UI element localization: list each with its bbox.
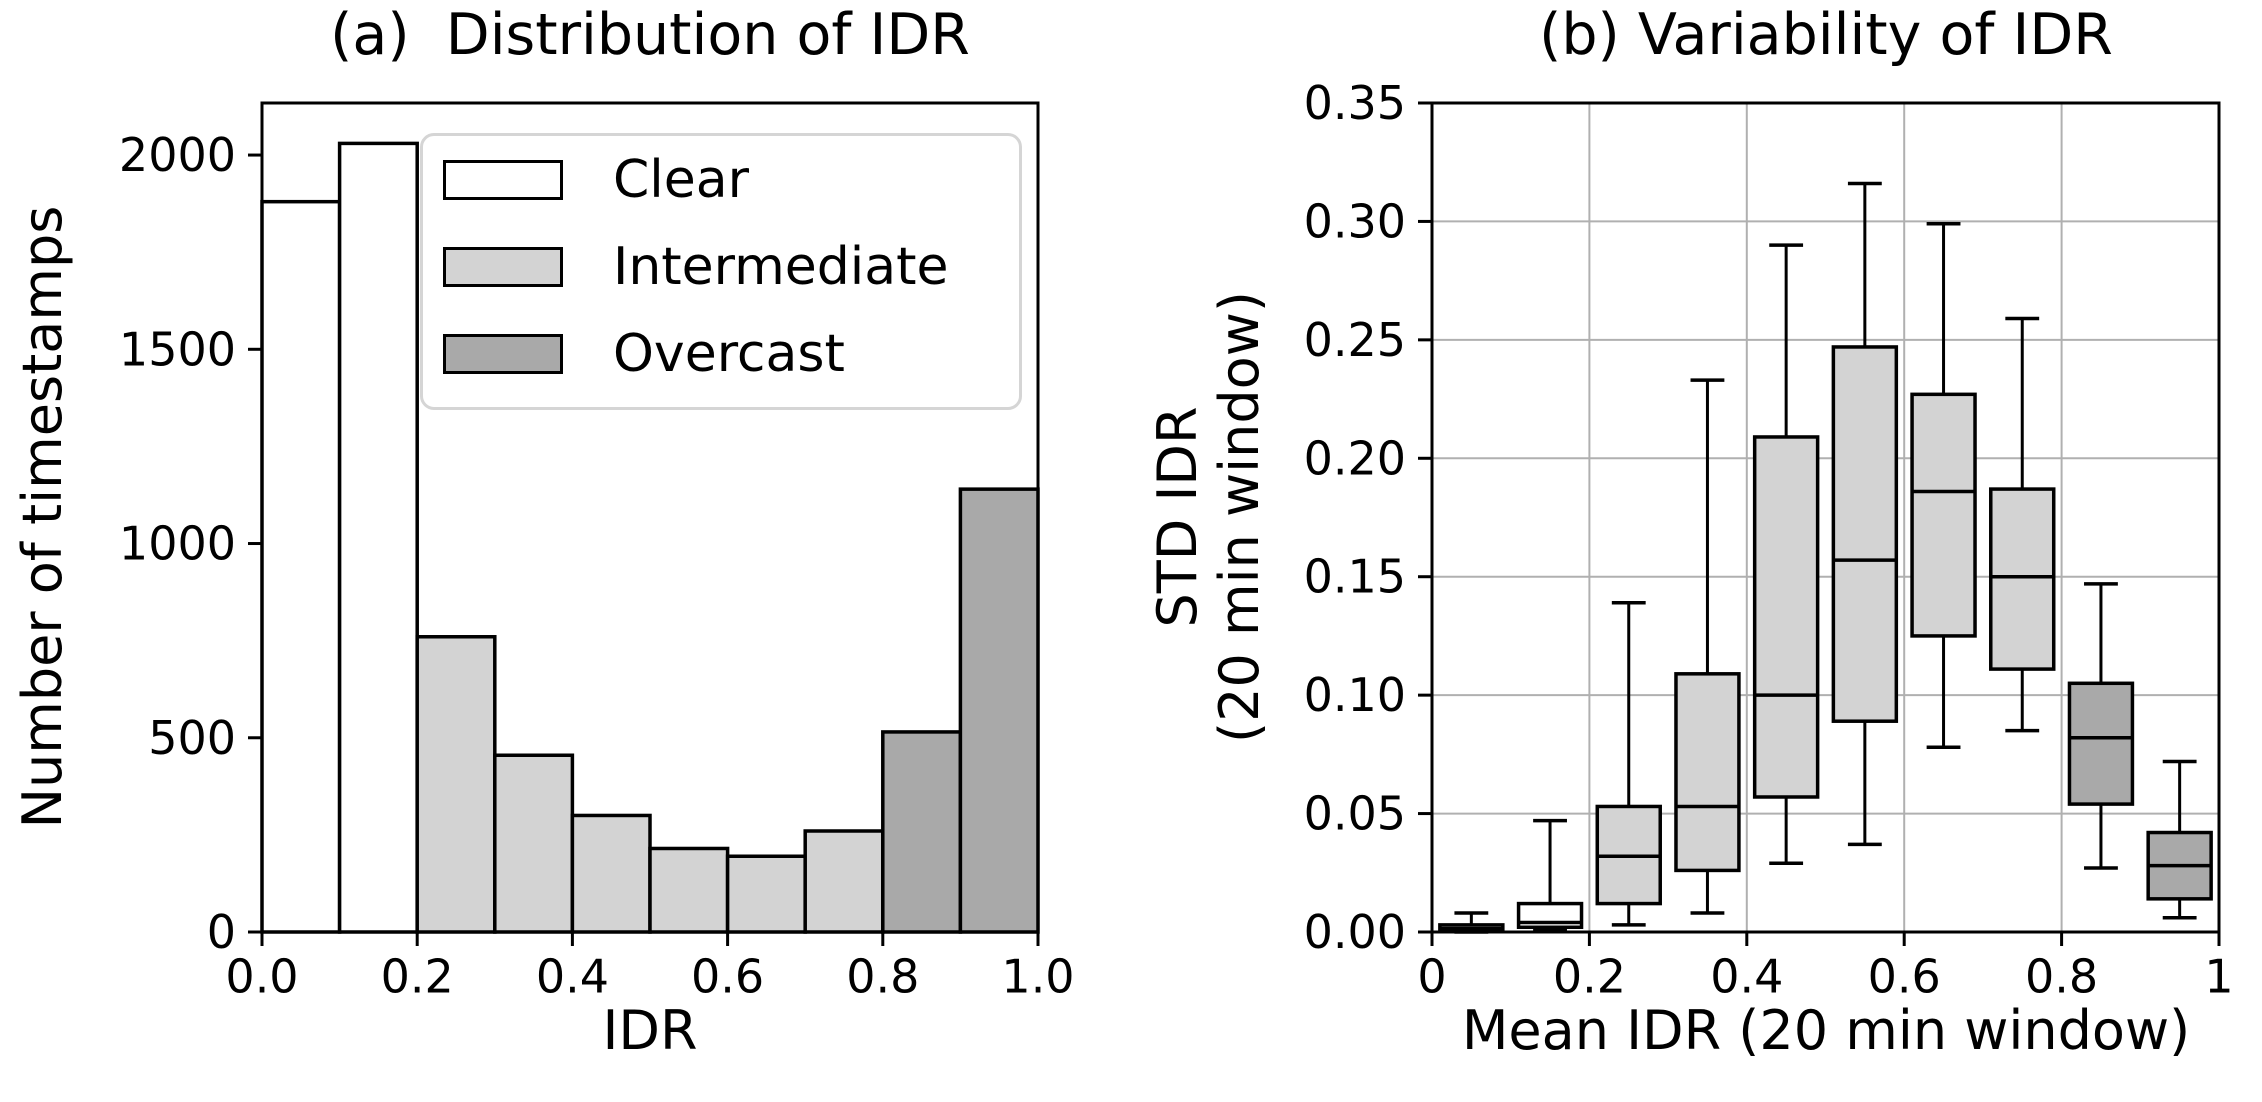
hist-bar: [958, 487, 1040, 934]
hist-bar: [803, 829, 885, 934]
box: [1989, 487, 2056, 671]
hist-bar: [337, 141, 419, 934]
axes-frame: [1430, 101, 2221, 934]
box: [1752, 435, 1820, 799]
box: [1910, 392, 1977, 638]
hist-bar: [570, 813, 652, 934]
legend-swatch-overcast: [443, 334, 563, 374]
panel-b-xlabel: Mean IDR (20 min window): [1461, 999, 2191, 1062]
panel-a-title: (a) Distribution of IDR: [330, 2, 970, 68]
hist-bar: [881, 730, 963, 934]
x-tick-label: 0.0: [225, 949, 298, 1003]
y-tick-label: 2000: [119, 128, 236, 182]
legend-item-clear: Clear: [443, 154, 1019, 206]
panel-b-ylabel-line1: STD IDR: [1146, 406, 1209, 628]
x-tick-label: 0.8: [2025, 949, 2098, 1003]
legend-swatch-clear: [443, 160, 563, 200]
y-tick-label: 0.25: [1304, 313, 1406, 367]
legend: Clear Intermediate Overcast: [420, 133, 1022, 410]
x-tick-label: 0.8: [846, 949, 919, 1003]
axes-frame: [260, 101, 1040, 934]
legend-label-intermediate: Intermediate: [613, 237, 949, 297]
panel-b-ylabel-line2: (20 min window): [1208, 291, 1271, 743]
x-tick-label: 0.2: [1553, 949, 1626, 1003]
box: [1831, 345, 1899, 723]
y-tick-label: 0.05: [1304, 787, 1406, 841]
y-tick-label: 0: [207, 905, 236, 959]
y-tick-label: 0.30: [1304, 194, 1406, 248]
hist-bar: [493, 753, 575, 934]
legend-item-overcast: Overcast: [443, 328, 1019, 380]
y-tick-label: 0.35: [1304, 76, 1406, 130]
y-tick-label: 0.00: [1304, 905, 1406, 959]
x-tick-label: 0.4: [536, 949, 609, 1003]
y-tick-label: 1500: [119, 322, 236, 376]
x-tick-label: 0.6: [1868, 949, 1941, 1003]
box: [1674, 672, 1741, 873]
panel-a-ylabel: Number of timestamps: [11, 205, 74, 829]
x-tick-label: 1.0: [1001, 949, 1074, 1003]
x-tick-label: 0: [1417, 949, 1446, 1003]
hist-bar: [415, 635, 497, 934]
x-tick-label: 0.6: [691, 949, 764, 1003]
y-tick-label: 0.10: [1304, 668, 1406, 722]
panel-b-ylabel: STD IDR (20 min window): [1146, 67, 1275, 967]
y-tick-label: 0.20: [1304, 431, 1406, 485]
x-tick-label: 0.2: [381, 949, 454, 1003]
panel-a-xlabel: IDR: [602, 999, 698, 1062]
y-tick-label: 500: [148, 711, 236, 765]
box: [2067, 681, 2135, 806]
legend-item-intermediate: Intermediate: [443, 241, 1019, 293]
legend-label-clear: Clear: [613, 150, 749, 210]
y-tick-label: 0.15: [1304, 550, 1406, 604]
hist-bar: [648, 846, 730, 934]
panel-b-title: (b) Variability of IDR: [1539, 2, 2113, 68]
y-tick-label: 1000: [119, 517, 236, 571]
legend-label-overcast: Overcast: [613, 324, 845, 384]
x-tick-label: 0.4: [1710, 949, 1783, 1003]
x-tick-label: 1: [2204, 949, 2233, 1003]
hist-bar: [725, 854, 807, 934]
legend-swatch-intermediate: [443, 247, 563, 287]
hist-bar: [260, 199, 342, 934]
